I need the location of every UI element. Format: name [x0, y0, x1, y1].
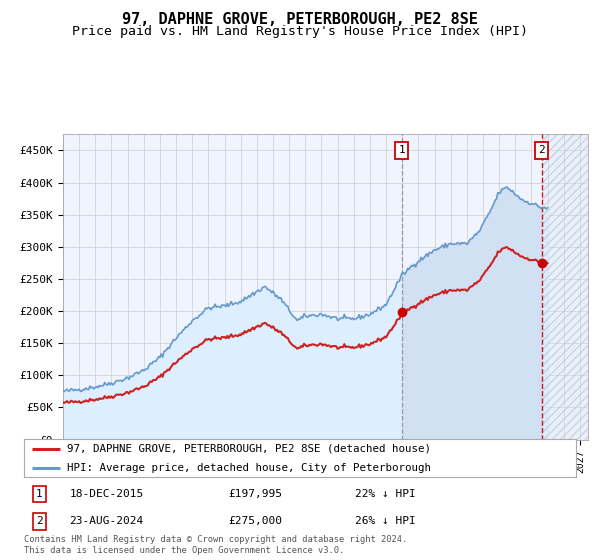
Text: 18-DEC-2015: 18-DEC-2015 — [69, 489, 143, 499]
Text: 2: 2 — [538, 146, 545, 156]
Text: £275,000: £275,000 — [228, 516, 282, 526]
Text: 97, DAPHNE GROVE, PETERBOROUGH, PE2 8SE (detached house): 97, DAPHNE GROVE, PETERBOROUGH, PE2 8SE … — [67, 444, 431, 454]
Text: 1: 1 — [398, 146, 405, 156]
Text: 2: 2 — [36, 516, 43, 526]
Text: Contains HM Land Registry data © Crown copyright and database right 2024.
This d: Contains HM Land Registry data © Crown c… — [24, 535, 407, 555]
Text: HPI: Average price, detached house, City of Peterborough: HPI: Average price, detached house, City… — [67, 463, 431, 473]
Text: 1: 1 — [36, 489, 43, 499]
Text: 26% ↓ HPI: 26% ↓ HPI — [355, 516, 416, 526]
Text: 22% ↓ HPI: 22% ↓ HPI — [355, 489, 416, 499]
Text: 97, DAPHNE GROVE, PETERBOROUGH, PE2 8SE: 97, DAPHNE GROVE, PETERBOROUGH, PE2 8SE — [122, 12, 478, 27]
Text: £197,995: £197,995 — [228, 489, 282, 499]
Text: 23-AUG-2024: 23-AUG-2024 — [69, 516, 143, 526]
Text: Price paid vs. HM Land Registry's House Price Index (HPI): Price paid vs. HM Land Registry's House … — [72, 25, 528, 38]
